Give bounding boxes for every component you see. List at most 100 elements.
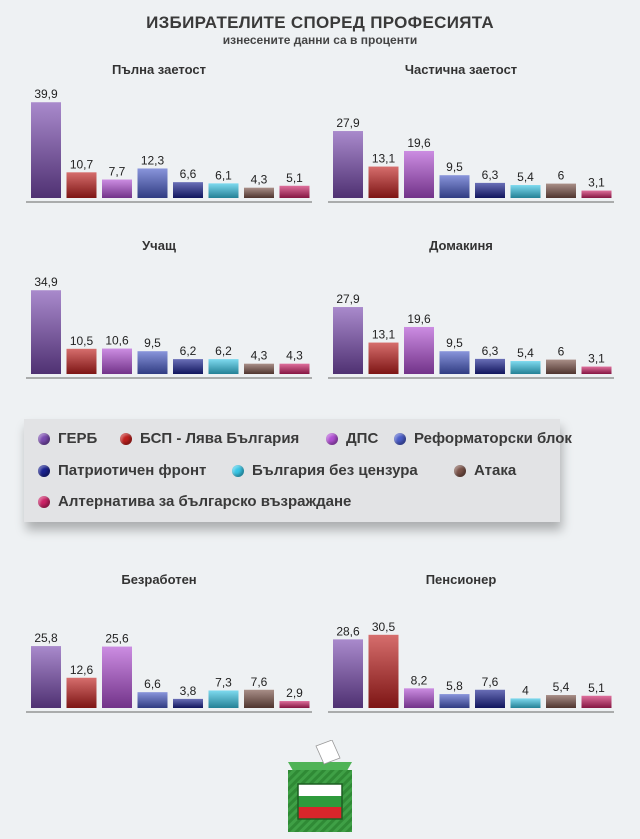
data-label: 6,6 [144,677,161,691]
data-label: 10,5 [70,334,94,348]
data-label: 6 [558,169,565,183]
data-label: 13,1 [372,152,396,166]
bar [31,102,61,198]
bar-chart-1: Пълна заетост 39,9 10,7 7,7 12,3 6,6 6,1 4,3 5,1 [26,62,312,203]
bar [208,359,239,374]
bar [137,351,168,374]
data-label: 4,3 [286,349,303,363]
bar [173,182,203,198]
bar-chart-5: Безработен 25,8 12,6 25,6 6,6 3,8 7,3 7,6 2,9 [26,572,312,713]
data-label: 5,1 [286,171,303,185]
chart-title: Домакиня [429,238,493,253]
chart-title: Пълна заетост [112,62,206,77]
bar [102,646,132,708]
data-label: 9,5 [446,336,463,350]
legend-swatch [232,464,244,477]
bar [439,175,470,198]
bar [279,701,310,708]
legend-item: Патриотичен фронт [38,462,206,479]
chart-title: Учащ [142,238,176,253]
data-label: 6,2 [180,344,197,358]
data-label: 12,6 [70,663,94,677]
data-label: 10,6 [105,334,129,348]
legend-item: Атака [454,462,516,479]
bar [404,688,434,708]
page-subtitle: изнесените данни са в проценти [222,33,418,47]
data-label: 12,3 [141,153,165,167]
data-label: 9,5 [446,160,463,174]
bar [173,359,203,374]
bar [66,348,97,374]
data-label: 4,3 [251,349,268,363]
bar [279,363,310,374]
legend-label: Атака [474,462,517,479]
legend-label: България без цензура [252,462,418,479]
bar-chart-2: Частична заетост 27,9 13,1 19,6 9,5 6,3 5,4 6 3,… [328,62,614,203]
legend-item: Алтернатива за българско възраждане [38,493,351,510]
legend: ГЕРБ БСП - Лява България ДПС Реформаторски … [24,419,572,522]
bar [137,168,168,198]
data-label: 3,8 [180,684,197,698]
bar [546,695,576,708]
chart-title: Пенсионер [426,572,497,587]
bar [546,183,576,198]
bar [66,172,97,198]
bar [368,634,399,708]
legend-swatch [326,432,338,445]
bar [173,698,203,708]
legend-item: ГЕРБ [38,430,97,447]
data-label: 5,8 [446,679,463,693]
data-label: 25,8 [34,631,58,645]
data-label: 25,6 [105,632,129,646]
bar-chart-4: Домакиня 27,9 13,1 19,6 9,5 6,3 5,4 6 3,1 [328,238,614,379]
data-label: 3,1 [588,352,605,366]
bar [404,150,434,198]
page-title: ИЗБИРАТЕЛИТЕ СПОРЕД ПРОФЕСИЯТА [146,13,494,32]
bar [581,366,612,374]
data-label: 27,9 [336,292,360,306]
legend-swatch [38,432,50,445]
bar [439,694,470,708]
data-label: 13,1 [372,328,396,342]
legend-item: България без цензура [232,462,418,479]
data-label: 7,6 [251,675,268,689]
bar [244,363,274,374]
data-label: 5,4 [553,680,570,694]
bar-chart-3: Учащ 34,9 10,5 10,6 9,5 6,2 6,2 4,3 4,3 [26,238,312,379]
legend-swatch [120,432,132,445]
data-label: 19,6 [407,136,431,150]
data-label: 8,2 [411,673,428,687]
data-label: 6,3 [482,344,499,358]
data-label: 6 [558,345,565,359]
bar [102,348,132,374]
bar [546,359,576,374]
legend-swatch [454,464,466,477]
chart-title: Безработен [121,572,196,587]
legend-item: БСП - Лява България [120,430,299,447]
data-label: 5,4 [517,170,534,184]
bar [404,326,434,374]
data-label: 6,1 [215,168,232,182]
bar [581,695,612,708]
data-label: 30,5 [372,620,396,634]
bar [279,185,310,198]
bar [475,182,505,198]
legend-label: БСП - Лява България [140,430,300,447]
data-label: 6,6 [180,167,197,181]
bar [368,166,399,198]
data-label: 2,9 [286,686,303,700]
legend-swatch [38,464,50,477]
bar [102,179,132,198]
bar [208,690,239,708]
bar [333,307,363,374]
data-label: 3,1 [588,176,605,190]
legend-label: ГЕРБ [58,430,98,447]
chart-title: Частична заетост [405,62,517,77]
data-label: 4 [522,683,529,697]
bar [244,689,274,708]
legend-swatch [38,495,50,508]
data-label: 4,3 [251,173,268,187]
data-label: 27,9 [336,116,360,130]
data-label: 19,6 [407,312,431,326]
data-label: 34,9 [34,275,58,289]
